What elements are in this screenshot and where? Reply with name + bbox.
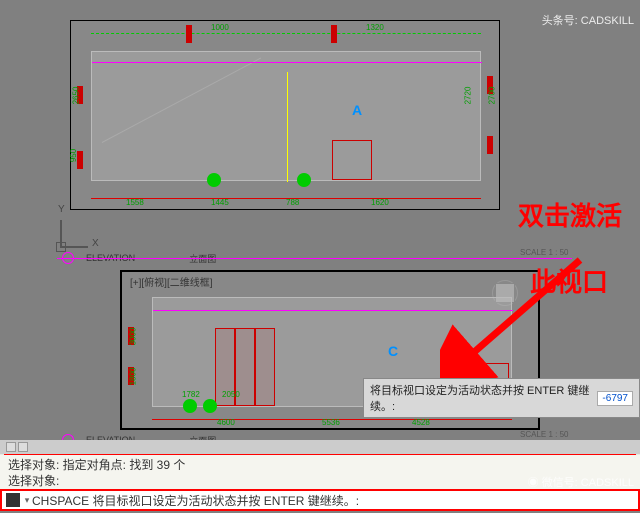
- dim: 2720: [464, 87, 473, 105]
- marker-1: [207, 173, 221, 187]
- dim-mark: [186, 25, 192, 43]
- annotation-arrow: [440, 250, 600, 380]
- dim: 788: [286, 198, 299, 207]
- dim: 4528: [412, 418, 430, 427]
- section-letter: A: [352, 102, 362, 118]
- command-icon: [6, 493, 20, 507]
- ceiling-line: [92, 62, 482, 63]
- arrow-up-icon[interactable]: [6, 442, 16, 452]
- marker-1: [183, 399, 197, 413]
- watermark-mid: ◉ 微信号: CADSKILL: [528, 474, 634, 490]
- arrow-down-icon[interactable]: [18, 442, 28, 452]
- history-line-1: 选择对象: 指定对角点: 找到 39 个: [8, 457, 632, 473]
- door-3: [255, 328, 275, 406]
- dim: 1800: [128, 368, 137, 386]
- dim: 1000: [211, 23, 229, 32]
- dim: 950: [69, 149, 78, 162]
- dim-top-line: [91, 33, 481, 34]
- command-text[interactable]: CHSPACE 将目标视口设定为活动状态并按 ENTER 键继续。:: [32, 492, 359, 509]
- dim: 1320: [366, 23, 384, 32]
- dim-mark: [487, 136, 493, 154]
- dynamic-input-tooltip: 将目标视口设定为活动状态并按 ENTER 键继续。: -6797: [363, 378, 640, 418]
- center-line: [287, 72, 288, 182]
- watermark-bot: 头条号 / CAD小苗: [547, 492, 634, 508]
- dim: 1558: [126, 198, 144, 207]
- section-letter: C: [388, 343, 398, 359]
- viewport-title: [+][俯视][二维线框]: [130, 274, 213, 289]
- marker-2: [203, 399, 217, 413]
- dim: 1620: [371, 198, 389, 207]
- dim: 1782: [182, 390, 200, 399]
- marker-2: [297, 173, 311, 187]
- viewport-top[interactable]: A 1000 1320 2650 950 2700 2720 1558 1445…: [70, 20, 500, 210]
- annotation-line1: 双击激活: [518, 196, 622, 233]
- dim: 3000: [128, 328, 137, 346]
- dropdown-icon[interactable]: ▾: [22, 495, 32, 506]
- dim: 2700: [488, 87, 497, 105]
- diag-line: [102, 58, 261, 143]
- dim: 2050: [222, 390, 240, 399]
- drawing-outline: A: [91, 51, 481, 181]
- dim: 2650: [71, 87, 80, 105]
- dim: 1445: [211, 198, 229, 207]
- detail-box: [332, 140, 372, 180]
- watermark-top: 头条号: CADSKILL: [542, 12, 634, 28]
- dim-mark: [331, 25, 337, 43]
- dim: 4600: [217, 418, 235, 427]
- command-line[interactable]: ▾ CHSPACE 将目标视口设定为活动状态并按 ENTER 键继续。:: [0, 489, 640, 511]
- tooltip-coord: -6797: [597, 391, 633, 406]
- scale-label: SCALE 1 : 50: [520, 430, 568, 439]
- cad-canvas[interactable]: A 1000 1320 2650 950 2700 2720 1558 1445…: [0, 0, 640, 440]
- dim: 5536: [322, 418, 340, 427]
- tooltip-text: 将目标视口设定为活动状态并按 ENTER 键继续。:: [370, 382, 593, 414]
- status-strip: [0, 440, 640, 454]
